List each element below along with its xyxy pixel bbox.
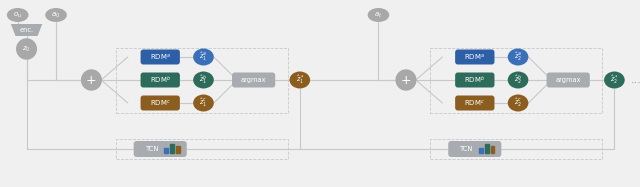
Text: RDM$^c$: RDM$^c$ (150, 98, 171, 108)
Text: $a_t$: $a_t$ (374, 10, 383, 20)
Bar (115, 139, 287, 159)
Text: TCN: TCN (146, 146, 159, 152)
Text: RDM$^a$: RDM$^a$ (464, 52, 485, 62)
Text: $z_0$: $z_0$ (22, 44, 31, 54)
Bar (484, 144, 488, 153)
Bar (115, 47, 287, 113)
Text: $\hat{z}_2^a$: $\hat{z}_2^a$ (514, 51, 522, 63)
Ellipse shape (508, 94, 529, 111)
Text: +: + (86, 73, 97, 87)
Text: TCN: TCN (460, 146, 474, 152)
Circle shape (17, 39, 36, 59)
Ellipse shape (7, 8, 29, 22)
Ellipse shape (193, 71, 214, 88)
FancyBboxPatch shape (455, 50, 495, 65)
FancyBboxPatch shape (455, 73, 495, 88)
Text: $a_0$: $a_0$ (51, 10, 61, 20)
Bar (176, 146, 180, 153)
FancyBboxPatch shape (448, 141, 501, 157)
Ellipse shape (508, 71, 529, 88)
Circle shape (81, 70, 101, 90)
Bar (430, 47, 602, 113)
Text: $\hat{z}_1^b$: $\hat{z}_1^b$ (199, 73, 207, 87)
Polygon shape (11, 24, 42, 36)
FancyBboxPatch shape (141, 96, 180, 111)
Text: argmax: argmax (241, 77, 266, 83)
Text: $\hat{z}_1^c$: $\hat{z}_1^c$ (200, 97, 207, 109)
Ellipse shape (367, 8, 389, 22)
Circle shape (396, 70, 416, 90)
Text: $o_u$: $o_u$ (13, 10, 22, 20)
Bar (164, 148, 168, 153)
Ellipse shape (45, 8, 67, 22)
Text: +: + (401, 73, 412, 87)
Bar (170, 144, 174, 153)
Text: ...: ... (630, 75, 640, 85)
Ellipse shape (193, 48, 214, 65)
FancyBboxPatch shape (141, 50, 180, 65)
Text: RDM$^a$: RDM$^a$ (150, 52, 171, 62)
Bar (430, 139, 602, 159)
Text: $\hat{z}_2^c$: $\hat{z}_2^c$ (514, 97, 522, 109)
Ellipse shape (193, 94, 214, 111)
FancyBboxPatch shape (455, 96, 495, 111)
Bar (479, 148, 483, 153)
Text: enc.: enc. (19, 27, 34, 33)
Text: $\hat{z}_1^a$: $\hat{z}_1^a$ (200, 51, 207, 63)
Text: $\hat{z}_2^b$: $\hat{z}_2^b$ (514, 73, 522, 87)
Text: RDM$^b$: RDM$^b$ (464, 74, 485, 86)
Text: RDM$^c$: RDM$^c$ (464, 98, 485, 108)
Text: argmax: argmax (556, 77, 581, 83)
Ellipse shape (289, 71, 310, 88)
Text: RDM$^b$: RDM$^b$ (150, 74, 171, 86)
Ellipse shape (508, 48, 529, 65)
Bar (490, 146, 495, 153)
FancyBboxPatch shape (232, 73, 275, 88)
FancyBboxPatch shape (547, 73, 590, 88)
Text: $\hat{z}_2^*$: $\hat{z}_2^*$ (610, 73, 619, 87)
Ellipse shape (604, 71, 625, 88)
FancyBboxPatch shape (141, 73, 180, 88)
Text: $\hat{z}_1^*$: $\hat{z}_1^*$ (296, 73, 304, 87)
FancyBboxPatch shape (134, 141, 187, 157)
